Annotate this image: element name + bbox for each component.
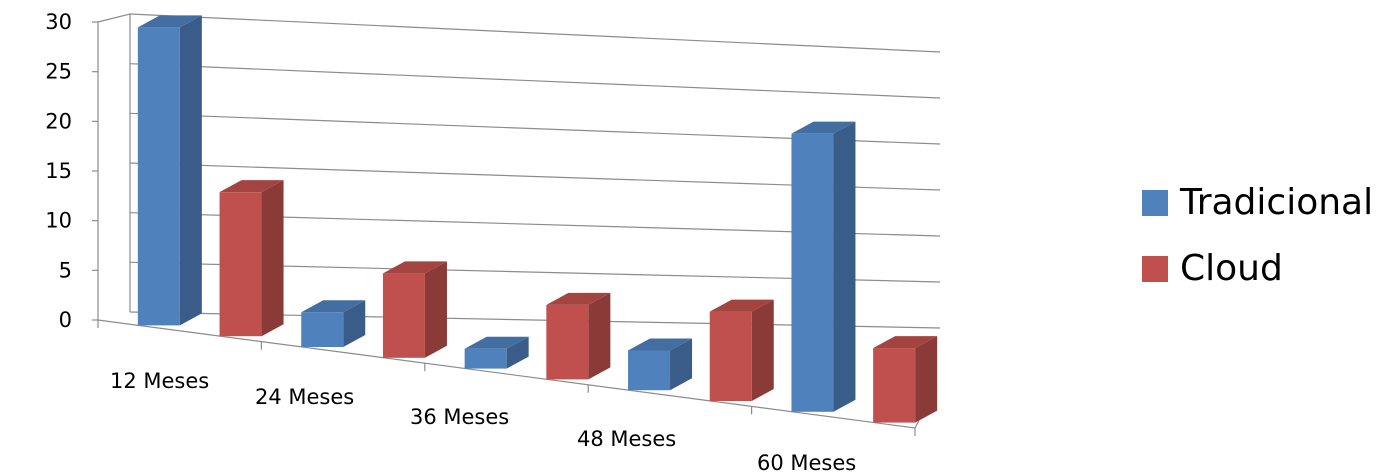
bar-front-face xyxy=(219,192,262,337)
bar-side-face xyxy=(261,180,284,337)
bar-front-face xyxy=(301,312,344,347)
bar-tradicional-36-meses xyxy=(464,336,529,369)
bar-top-face xyxy=(219,180,284,193)
bar-side-face xyxy=(424,261,447,358)
y-tick-label: 10 xyxy=(45,209,72,233)
bar-front-face xyxy=(464,348,507,369)
legend-swatch-cloud xyxy=(1142,256,1168,282)
bar-top-face xyxy=(873,336,938,349)
bar-top-face xyxy=(628,338,693,351)
y-tick-label: 5 xyxy=(59,258,72,282)
bar-tradicional-12-meses xyxy=(137,15,202,326)
y-tick-label: 15 xyxy=(45,159,72,183)
bar-side-face xyxy=(670,338,693,391)
y-tick-label: 30 xyxy=(45,10,72,34)
bar-side-face xyxy=(751,299,774,401)
x-category-label: 60 Meses xyxy=(757,451,856,475)
x-axis-category-labels: 12 Meses 24 Meses 36 Meses 48 Meses 60 Meses xyxy=(110,369,856,475)
bar-top-face xyxy=(709,299,774,312)
bar-cloud-48-meses xyxy=(709,299,774,401)
legend-label-tradicional: Tradicional xyxy=(1180,182,1374,223)
grid-line xyxy=(129,13,941,53)
bar-side-face xyxy=(588,292,611,380)
bar-side-face xyxy=(506,336,529,369)
bar-top-face xyxy=(382,261,447,274)
bar-cloud-24-meses xyxy=(382,261,447,358)
x-category-label: 36 Meses xyxy=(410,405,509,429)
bar-front-face xyxy=(791,133,834,412)
bar-front-face xyxy=(137,27,180,326)
bar-side-face xyxy=(915,336,938,423)
bar-cloud-12-meses xyxy=(219,180,284,337)
bar-top-face xyxy=(301,300,366,313)
bar-top-face xyxy=(546,292,611,305)
x-category-label: 48 Meses xyxy=(577,427,676,451)
bar-top-face xyxy=(791,121,856,134)
y-tick-label: 0 xyxy=(59,308,72,332)
legend-item-cloud: Cloud xyxy=(1142,244,1373,294)
grid-line xyxy=(129,63,941,99)
bar-tradicional-24-meses xyxy=(301,300,366,347)
bar-top-face xyxy=(464,336,529,349)
wall-edge xyxy=(97,13,131,23)
bar-side-face xyxy=(179,15,202,326)
bar-cloud-36-meses xyxy=(546,292,611,380)
legend-item-tradicional: Tradicional xyxy=(1142,178,1373,228)
x-category-label: 24 Meses xyxy=(255,385,354,409)
bar-top-face xyxy=(137,15,202,28)
bar-front-face xyxy=(382,273,425,358)
bar-cloud-60-meses xyxy=(873,336,938,423)
bars xyxy=(137,15,938,423)
bar-side-face xyxy=(343,300,366,347)
x-category-label: 12 Meses xyxy=(110,369,209,393)
legend-swatch-tradicional xyxy=(1142,190,1168,216)
bar-side-face xyxy=(833,121,856,412)
legend-label-cloud: Cloud xyxy=(1180,248,1283,289)
legend: Tradicional Cloud xyxy=(1142,178,1373,310)
y-tick-label: 20 xyxy=(45,109,72,133)
bar-tradicional-48-meses xyxy=(628,338,693,391)
bar-front-face xyxy=(546,304,589,380)
bar-front-face xyxy=(709,311,752,401)
bar-tradicional-60-meses xyxy=(791,121,856,412)
y-axis-tick-labels: 0 5 10 15 20 25 30 xyxy=(45,10,72,332)
bar-front-face xyxy=(873,348,916,423)
y-tick-label: 25 xyxy=(45,60,72,84)
bar-front-face xyxy=(628,350,671,391)
